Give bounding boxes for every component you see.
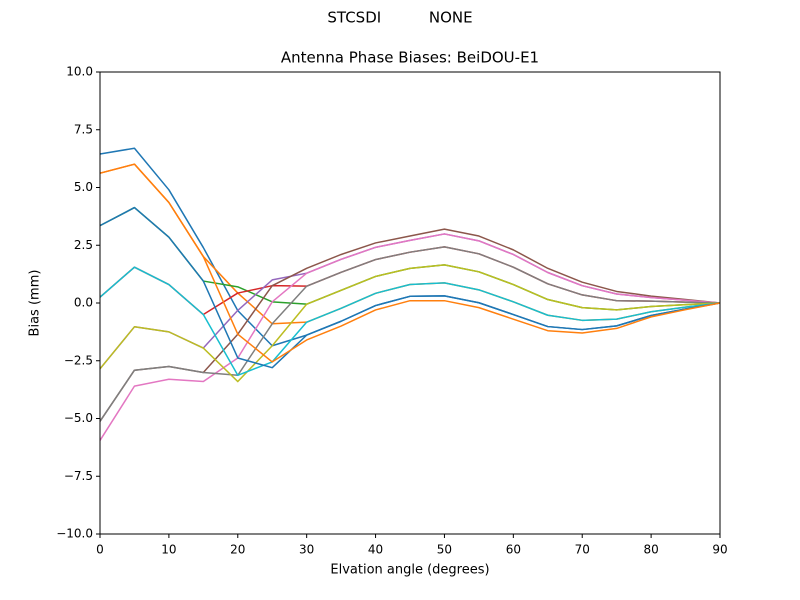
axes-frame: [99, 71, 721, 535]
y-tick-label: 0.0: [74, 296, 93, 310]
x-tick-label: 70: [575, 543, 590, 557]
x-tick-label: 0: [96, 543, 104, 557]
x-tick-label: 20: [230, 543, 245, 557]
suptitle: STCSDI NONE: [327, 9, 472, 27]
data-line: [99, 163, 721, 363]
x-tick-label: 50: [437, 543, 452, 557]
data-line: [99, 163, 721, 325]
plot-area: [99, 147, 721, 441]
data-line: [99, 266, 721, 377]
x-tick-label: 10: [161, 543, 176, 557]
x-axis-label: Elvation angle (degrees): [330, 563, 489, 578]
y-tick-label: −7.5: [64, 469, 93, 483]
data-line: [99, 246, 721, 316]
y-tick-label: 10.0: [66, 65, 93, 79]
y-tick-label: 2.5: [74, 238, 93, 252]
data-line: [99, 147, 721, 347]
x-tick-label: 30: [299, 543, 314, 557]
data-line: [99, 233, 721, 441]
x-tick-label: 40: [368, 543, 383, 557]
data-line: [99, 206, 721, 369]
y-tick-label: −5.0: [64, 411, 93, 425]
y-tick-label: −10.0: [56, 527, 93, 541]
y-tick-label: 5.0: [74, 180, 93, 194]
data-line: [99, 264, 721, 383]
x-tick-label: 80: [643, 543, 658, 557]
x-tick-label: 60: [506, 543, 521, 557]
y-tick-label: −2.5: [64, 353, 93, 367]
data-line: [99, 246, 721, 422]
y-tick-label: 7.5: [74, 122, 93, 136]
chart-title: Antenna Phase Biases: BeiDOU-E1: [281, 49, 539, 67]
y-axis-label: Bias (mm): [28, 270, 43, 337]
x-tick-label: 90: [712, 543, 727, 557]
